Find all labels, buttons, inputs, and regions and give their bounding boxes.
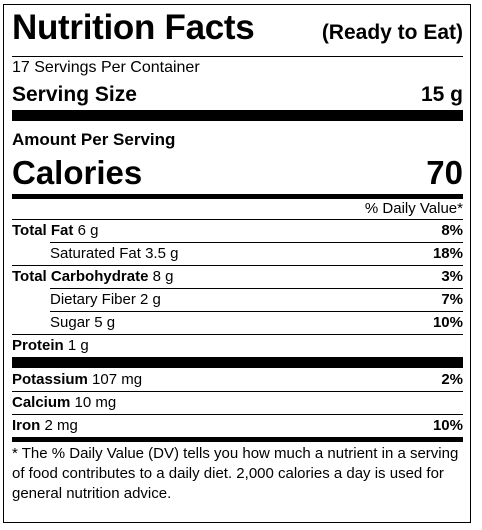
nutrient-name: Total Carbohydrate: [12, 268, 149, 285]
mineral-row-calcium: Calcium 10 mg: [12, 391, 463, 414]
mineral-row-iron: Iron 2 mg 10%: [12, 414, 463, 437]
nutrient-label: Total Carbohydrate 8 g: [12, 268, 173, 285]
nutrient-row-protein: Protein 1 g: [12, 334, 463, 357]
mineral-row-wrap: Calcium 10 mg: [12, 391, 463, 414]
nutrient-label: Dietary Fiber 2 g: [50, 291, 161, 308]
nutrient-label: Total Fat 6 g: [12, 222, 98, 239]
nutrient-dv: 10%: [432, 314, 463, 331]
medium-divider: [12, 194, 463, 199]
nutrient-name: Saturated Fat: [50, 245, 141, 262]
nutrient-amount: 3.5 g: [145, 245, 179, 262]
nutrient-row-wrap: Protein 1 g: [12, 334, 463, 357]
divider: [12, 56, 463, 57]
mineral-label: Calcium 10 mg: [12, 394, 116, 411]
nutrient-name: Protein: [12, 337, 64, 354]
nutrient-row-total-carbohydrate: Total Carbohydrate 8 g 3%: [12, 265, 463, 288]
serving-size-label: Serving Size: [12, 83, 137, 106]
medium-divider: [12, 437, 463, 442]
mineral-dv: 2%: [441, 371, 463, 388]
nutrient-row-wrap: Dietary Fiber 2 g 7%: [12, 288, 463, 311]
nutrient-row-saturated-fat: Saturated Fat 3.5 g 18%: [12, 242, 463, 265]
nutrient-row-wrap: Sugar 5 g 10%: [12, 311, 463, 334]
mineral-row-potassium: Potassium 107 mg 2%: [12, 368, 463, 391]
nutrient-amount: 6 g: [77, 222, 99, 239]
daily-value-footnote: * The % Daily Value (DV) tells you how m…: [12, 445, 459, 502]
mineral-row-wrap: Iron 2 mg 10%: [12, 414, 463, 437]
mineral-amount: 107 mg: [92, 371, 143, 388]
mineral-amount: 10 mg: [74, 394, 117, 411]
title-row: Nutrition Facts (Ready to Eat): [12, 8, 463, 56]
thick-divider: [12, 357, 463, 368]
mineral-row-wrap: Potassium 107 mg 2%: [12, 368, 463, 391]
label-title: Nutrition Facts: [12, 8, 255, 47]
title-qualifier: (Ready to Eat): [321, 21, 463, 44]
nutrient-amount: 8 g: [152, 268, 174, 285]
calories-row: Calories 70: [12, 152, 463, 194]
nutrient-name: Dietary Fiber: [50, 291, 136, 308]
nutrient-amount: 1 g: [67, 337, 89, 354]
calories-value: 70: [426, 154, 463, 191]
nutrient-row-dietary-fiber: Dietary Fiber 2 g 7%: [12, 288, 463, 311]
nutrition-label: Nutrition Facts (Ready to Eat) 17 Servin…: [3, 4, 471, 523]
servings-per-container: 17 Servings Per Container: [12, 59, 200, 76]
amount-per-serving: Amount Per Serving: [12, 130, 176, 149]
calories-label: Calories: [12, 154, 143, 191]
nutrient-dv: 7%: [441, 291, 463, 308]
mineral-dv: 10%: [432, 417, 463, 434]
mineral-name: Calcium: [12, 394, 71, 411]
thick-divider: [12, 110, 463, 121]
nutrient-name: Sugar: [50, 314, 91, 331]
nutrient-label: Sugar 5 g: [50, 314, 115, 331]
mineral-amount: 2 mg: [44, 417, 78, 434]
nutrient-label: Protein 1 g: [12, 337, 89, 354]
nutrient-amount: 5 g: [94, 314, 116, 331]
nutrient-amount: 2 g: [140, 291, 161, 308]
nutrient-name: Total Fat: [12, 222, 74, 239]
mineral-label: Iron 2 mg: [12, 417, 78, 434]
mineral-label: Potassium 107 mg: [12, 371, 142, 388]
nutrient-row-wrap: Total Fat 6 g 8%: [12, 219, 463, 242]
nutrient-row-total-fat: Total Fat 6 g 8%: [12, 219, 463, 242]
serving-size-value: 15 g: [420, 83, 463, 106]
nutrient-row-sugar: Sugar 5 g 10%: [12, 311, 463, 334]
mineral-name: Iron: [12, 417, 41, 434]
serving-size-row: Serving Size 15 g: [12, 80, 463, 110]
nutrient-dv: 18%: [432, 245, 463, 262]
nutrient-dv: 8%: [441, 222, 463, 239]
nutrient-dv: 3%: [441, 268, 463, 285]
mineral-name: Potassium: [12, 371, 88, 388]
daily-value-header: % Daily Value*: [364, 200, 463, 217]
nutrient-row-wrap: Saturated Fat 3.5 g 18%: [12, 242, 463, 265]
nutrient-row-wrap: Total Carbohydrate 8 g 3%: [12, 265, 463, 288]
nutrient-label: Saturated Fat 3.5 g: [50, 245, 178, 262]
